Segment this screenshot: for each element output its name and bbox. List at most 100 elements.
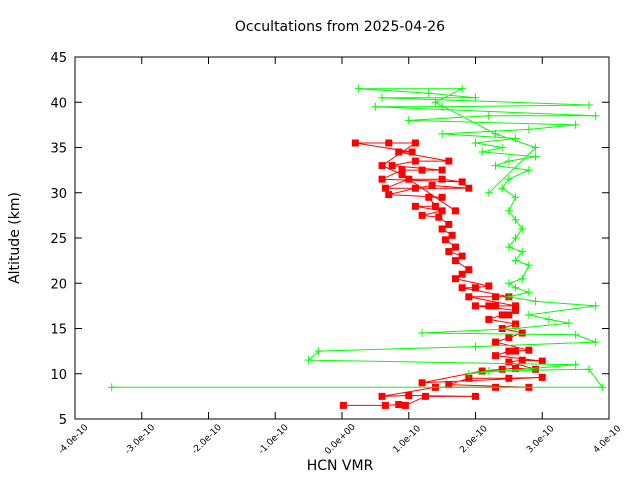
data-point bbox=[504, 292, 513, 301]
data-point bbox=[445, 220, 453, 228]
data-point bbox=[524, 288, 533, 297]
data-point bbox=[511, 256, 520, 265]
y-tick-label: 40 bbox=[50, 96, 67, 111]
data-point bbox=[418, 329, 427, 338]
data-point bbox=[471, 138, 480, 147]
data-point bbox=[471, 342, 480, 351]
data-point bbox=[445, 157, 453, 165]
data-point bbox=[531, 297, 540, 306]
data-point bbox=[472, 392, 479, 400]
data-point bbox=[385, 139, 393, 147]
data-point bbox=[438, 193, 446, 201]
y-tick-label: 5 bbox=[59, 413, 67, 428]
data-point bbox=[354, 84, 363, 93]
data-point bbox=[505, 358, 513, 366]
data-point bbox=[518, 329, 526, 337]
data-point bbox=[441, 236, 449, 244]
plot-frame bbox=[74, 56, 610, 420]
series-occultation-red bbox=[339, 139, 546, 409]
data-point bbox=[524, 166, 533, 175]
data-point bbox=[339, 401, 347, 409]
data-point bbox=[525, 346, 533, 354]
data-point bbox=[571, 330, 580, 339]
data-point bbox=[435, 213, 443, 221]
data-point bbox=[395, 401, 403, 409]
data-point bbox=[421, 392, 429, 400]
data-point bbox=[378, 175, 386, 183]
y-tick-label: 30 bbox=[50, 187, 67, 202]
data-point bbox=[428, 182, 436, 190]
data-point bbox=[511, 283, 520, 292]
data-point bbox=[485, 282, 493, 290]
data-point bbox=[512, 320, 520, 328]
data-point bbox=[398, 171, 406, 179]
data-point bbox=[498, 311, 506, 319]
data-point bbox=[418, 211, 426, 219]
data-point bbox=[471, 93, 480, 102]
data-point bbox=[498, 184, 507, 193]
data-point bbox=[491, 129, 500, 138]
data-point bbox=[465, 266, 473, 274]
data-point bbox=[571, 360, 580, 369]
data-point bbox=[491, 161, 500, 170]
data-point bbox=[451, 257, 459, 265]
data-point bbox=[584, 365, 593, 374]
data-point bbox=[492, 338, 500, 346]
x-tick-label: 2.0e-10 bbox=[458, 424, 490, 456]
data-point bbox=[504, 243, 513, 252]
data-point bbox=[511, 234, 520, 242]
data-point bbox=[381, 401, 389, 409]
data-point bbox=[445, 381, 453, 389]
data-point bbox=[411, 157, 419, 165]
data-point bbox=[571, 120, 580, 129]
data-point bbox=[405, 391, 413, 399]
data-point bbox=[504, 279, 513, 288]
data-point bbox=[504, 157, 513, 166]
data-point bbox=[451, 275, 459, 283]
data-point bbox=[381, 184, 389, 192]
data-point bbox=[505, 374, 513, 382]
series-occultation-green bbox=[107, 84, 607, 392]
x-tick-label: 3.0e-10 bbox=[525, 424, 557, 456]
data-point bbox=[424, 89, 433, 98]
data-point bbox=[505, 347, 513, 355]
data-point bbox=[458, 270, 466, 278]
data-point bbox=[465, 374, 473, 382]
data-point bbox=[378, 93, 387, 102]
x-tick-label: 0.0e+00 bbox=[323, 422, 358, 457]
data-point bbox=[431, 98, 440, 107]
data-point bbox=[385, 191, 393, 199]
data-point bbox=[524, 125, 533, 134]
data-point bbox=[388, 162, 396, 170]
data-point bbox=[404, 116, 413, 125]
y-tick-label: 10 bbox=[50, 368, 67, 383]
data-point bbox=[438, 129, 447, 138]
y-tick-label: 25 bbox=[50, 232, 67, 247]
x-tick-label: 1.0e-10 bbox=[392, 424, 424, 456]
series-layer bbox=[107, 84, 607, 409]
data-point bbox=[512, 306, 520, 314]
data-point bbox=[438, 175, 446, 183]
data-point bbox=[438, 166, 446, 174]
data-point bbox=[498, 143, 507, 152]
x-tick-label: -1.0e-10 bbox=[257, 422, 291, 456]
data-point bbox=[498, 325, 506, 332]
y-tick-label: 35 bbox=[50, 142, 67, 157]
data-point bbox=[478, 148, 487, 157]
y-tick-label: 15 bbox=[50, 323, 67, 338]
x-tick-label: 4.0e-10 bbox=[592, 424, 624, 456]
data-point bbox=[524, 261, 533, 270]
series-line bbox=[111, 88, 604, 388]
data-point bbox=[532, 365, 540, 373]
data-point bbox=[518, 224, 527, 233]
data-point bbox=[472, 284, 479, 292]
data-point bbox=[511, 193, 520, 202]
data-point bbox=[591, 301, 600, 310]
data-point bbox=[484, 188, 493, 197]
data-point bbox=[458, 284, 466, 292]
data-point bbox=[544, 315, 553, 324]
data-point bbox=[458, 178, 466, 186]
